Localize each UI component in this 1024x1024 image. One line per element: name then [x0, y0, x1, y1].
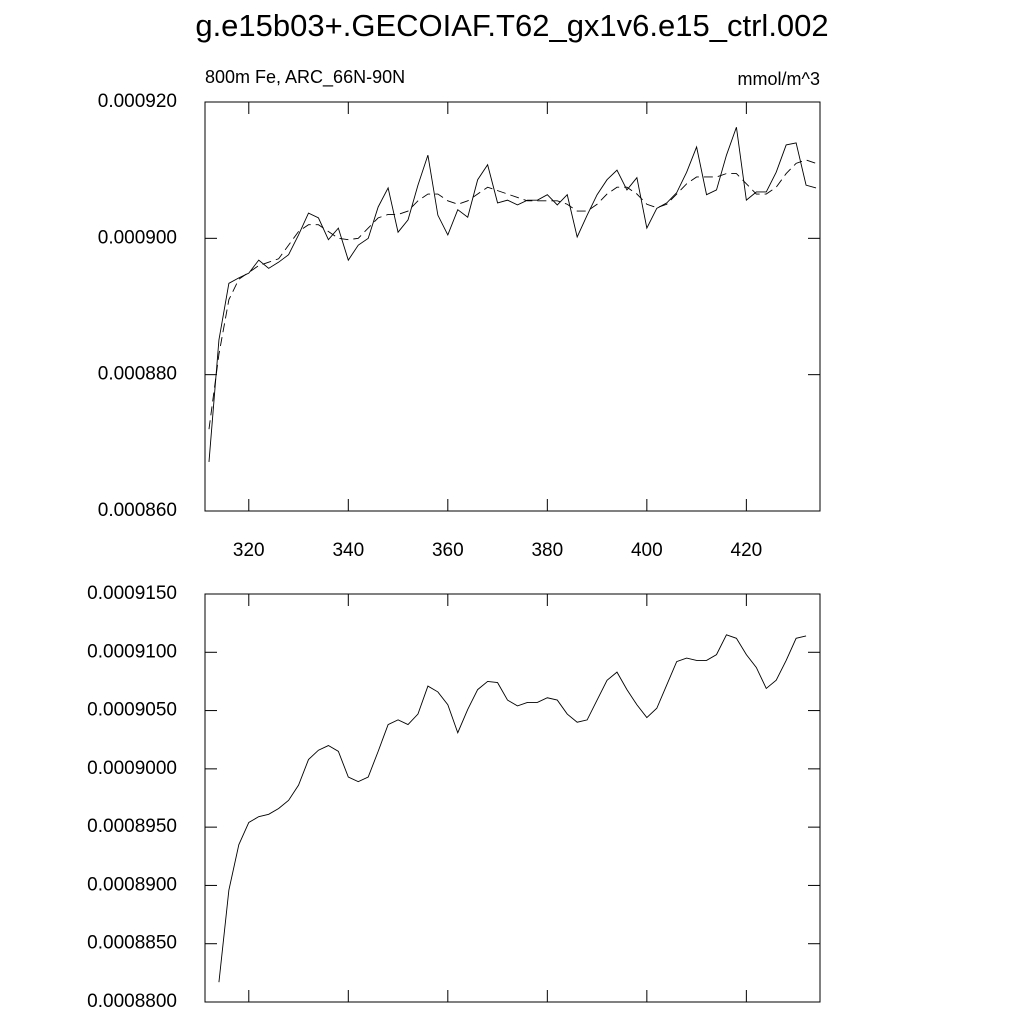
- y-tick-label: 0.0008950: [87, 816, 177, 837]
- x-tick-label: 420: [731, 540, 763, 561]
- x-tick-label: 340: [332, 540, 364, 561]
- page-title: g.e15b03+.GECOIAF.T62_gx1v6.e15_ctrl.002: [195, 8, 828, 43]
- data-line: [218, 634, 807, 983]
- data-line: [208, 127, 817, 462]
- left-string: 800m Fe, ARC_66N-90N: [205, 67, 405, 88]
- y-tick-label: 0.0008800: [87, 991, 177, 1012]
- y-tick-label: 0.0008850: [87, 933, 177, 954]
- x-tick-label: 380: [531, 540, 563, 561]
- plot-frame: [204, 593, 821, 1003]
- y-tick-label: 0.000900: [98, 227, 177, 248]
- x-tick-label: 360: [432, 540, 464, 561]
- x-tick-label: 400: [631, 540, 663, 561]
- y-tick-label: 0.0009000: [87, 758, 177, 779]
- y-tick-label: 0.0009150: [87, 583, 177, 604]
- data-line: [208, 159, 817, 430]
- right-string: mmol/m^3: [738, 69, 820, 89]
- y-tick-label: 0.0009100: [87, 641, 177, 662]
- y-tick-label: 0.000860: [98, 500, 177, 521]
- y-tick-label: 0.000920: [98, 91, 177, 112]
- y-tick-label: 0.0008900: [87, 874, 177, 895]
- plot-frame: [204, 101, 821, 512]
- y-tick-label: 0.0009050: [87, 700, 177, 721]
- x-tick-label: 320: [233, 540, 265, 561]
- y-tick-label: 0.000880: [98, 364, 177, 385]
